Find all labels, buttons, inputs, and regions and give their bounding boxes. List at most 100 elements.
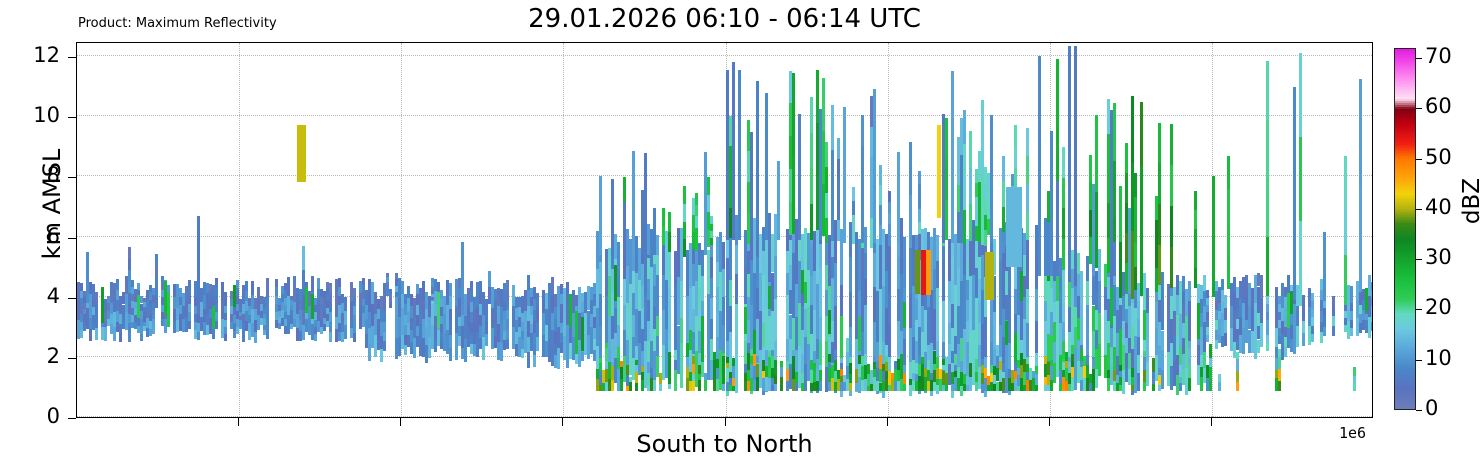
reflectivity-column	[656, 43, 660, 417]
reflectivity-cell	[791, 317, 795, 351]
reflectivity-column	[506, 43, 510, 417]
reflectivity-cell	[617, 324, 621, 353]
reflectivity-cell	[260, 318, 264, 326]
colorbar-band	[1395, 261, 1415, 265]
reflectivity-column	[176, 43, 180, 417]
reflectivity-cell	[1019, 340, 1023, 363]
reflectivity-cell	[1199, 377, 1203, 392]
reflectivity-cell	[854, 285, 858, 339]
reflectivity-cell	[137, 318, 141, 326]
reflectivity-cell	[1115, 375, 1119, 383]
reflectivity-cell	[803, 363, 807, 392]
reflectivity-column	[260, 43, 264, 417]
reflectivity-cell	[1199, 284, 1203, 299]
reflectivity-cell	[329, 322, 333, 332]
reflectivity-cell	[560, 293, 564, 304]
reflectivity-cell	[1256, 326, 1260, 340]
reflectivity-cell	[488, 295, 492, 305]
reflectivity-cell	[1124, 367, 1128, 383]
reflectivity-cell	[1205, 305, 1209, 313]
colorbar-band	[1395, 293, 1415, 297]
reflectivity-cell	[149, 299, 153, 307]
reflectivity-cell	[716, 237, 720, 263]
reflectivity-cell	[815, 284, 819, 339]
reflectivity-column	[545, 43, 549, 417]
reflectivity-cell	[188, 312, 192, 321]
reflectivity-cell	[773, 298, 777, 342]
reflectivity-cell	[626, 266, 630, 303]
reflectivity-cell	[932, 228, 936, 269]
reflectivity-cell	[377, 299, 381, 310]
reflectivity-column	[263, 43, 267, 417]
reflectivity-cell	[881, 370, 885, 381]
reflectivity-cell	[812, 270, 816, 311]
reflectivity-cell	[1169, 247, 1173, 289]
reflectivity-cell	[512, 327, 516, 349]
reflectivity-cell	[794, 284, 798, 318]
reflectivity-cell	[998, 260, 1002, 293]
reflectivity-cell	[848, 291, 852, 327]
reflectivity-cell	[1238, 298, 1242, 317]
reflectivity-column	[830, 43, 834, 417]
reflectivity-cell	[290, 314, 294, 320]
reflectivity-cell	[1349, 286, 1353, 295]
reflectivity-column	[716, 43, 720, 417]
reflectivity-cell	[725, 362, 729, 369]
reflectivity-cell	[563, 336, 567, 361]
reflectivity-cell	[557, 348, 561, 369]
reflectivity-cell	[464, 339, 468, 362]
reflectivity-cell	[716, 337, 720, 363]
reflectivity-cell	[524, 311, 528, 332]
reflectivity-cell	[638, 311, 642, 343]
reflectivity-cell	[887, 212, 891, 224]
y-tick-label: 6	[46, 223, 60, 248]
reflectivity-cell	[494, 324, 498, 337]
reflectivity-column	[1082, 43, 1086, 417]
reflectivity-cell	[1034, 373, 1038, 385]
reflectivity-cell	[467, 307, 471, 328]
reflectivity-cell	[479, 337, 483, 349]
reflectivity-cell	[572, 290, 576, 314]
reflectivity-cell	[1046, 385, 1050, 392]
reflectivity-column	[821, 43, 825, 417]
reflectivity-cell	[1277, 380, 1281, 392]
reflectivity-cell	[386, 291, 390, 297]
colorbar-band	[1395, 285, 1415, 289]
reflectivity-cell	[458, 297, 462, 308]
reflectivity-column	[959, 43, 963, 417]
reflectivity-cell	[1202, 337, 1206, 353]
reflectivity-cell	[1283, 327, 1287, 338]
reflectivity-cell	[164, 280, 168, 314]
reflectivity-cell	[350, 300, 354, 310]
reflectivity-column	[437, 43, 441, 417]
reflectivity-cell	[887, 293, 891, 325]
reflectivity-cell	[650, 368, 654, 378]
reflectivity-cell	[755, 287, 759, 320]
colorbar-tick-mark	[1416, 410, 1422, 411]
reflectivity-cell	[122, 292, 126, 305]
reflectivity-cell	[626, 339, 630, 377]
reflectivity-cell	[1280, 295, 1284, 309]
colorbar-band	[1395, 171, 1415, 175]
reflectivity-cell	[362, 298, 366, 306]
reflectivity-cell	[854, 232, 858, 286]
reflectivity-cell	[461, 242, 465, 303]
reflectivity-cell	[515, 308, 519, 321]
reflectivity-cell	[314, 305, 318, 313]
reflectivity-cell	[155, 264, 159, 276]
reflectivity-cell	[1355, 281, 1359, 300]
reflectivity-cell	[869, 187, 873, 218]
reflectivity-cell	[1202, 290, 1206, 307]
reflectivity-cell	[1112, 347, 1116, 379]
reflectivity-column	[761, 43, 765, 417]
colorbar-band	[1395, 327, 1415, 331]
reflectivity-cell	[1265, 327, 1269, 336]
colorbar-band	[1395, 387, 1415, 391]
reflectivity-cell	[746, 370, 750, 381]
reflectivity-column	[77, 43, 80, 417]
reflectivity-cell	[1310, 292, 1314, 301]
colorbar-band	[1395, 391, 1415, 395]
colorbar-band	[1395, 287, 1415, 291]
reflectivity-cell	[338, 323, 342, 333]
colorbar-band	[1395, 59, 1415, 63]
